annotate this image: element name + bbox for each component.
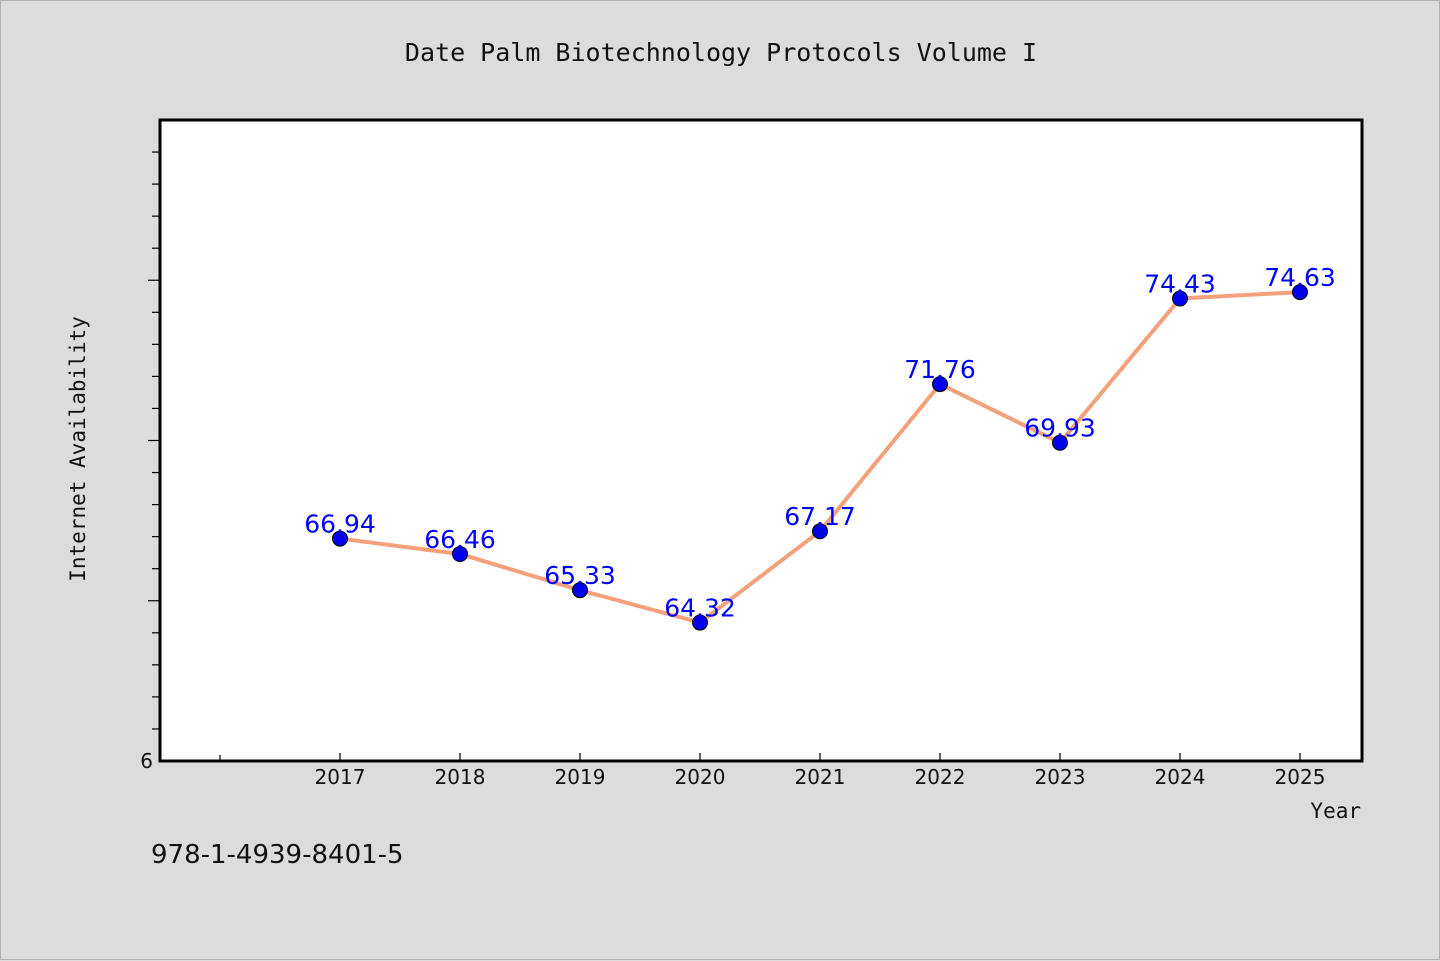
x-tick-label: 2017	[315, 765, 366, 789]
x-axis-ticks: 2017 2018 2019 2020 2021 2022 2023 2024 2025	[219, 753, 1326, 789]
x-tick-label: 2019	[555, 765, 606, 789]
chart-title: Date Palm Biotechnology Protocols Volume…	[405, 38, 1037, 67]
data-label: 66.46	[424, 525, 496, 554]
x-tick-label: 2021	[795, 765, 846, 789]
series-layer: 66.94 66.46 65.33 64.32 67.17 71.76 69.93 74.43…	[304, 263, 1336, 631]
data-label: 74.63	[1264, 263, 1336, 292]
data-point	[1292, 284, 1308, 301]
data-point	[1052, 434, 1068, 451]
x-tick-label: 2025	[1275, 765, 1326, 789]
data-point	[452, 545, 468, 562]
data-label: 67.17	[784, 502, 856, 531]
data-point	[932, 376, 948, 393]
plot-area	[158, 118, 1364, 763]
x-tick-label: 2022	[915, 765, 966, 789]
data-point	[332, 530, 348, 547]
x-tick-label: 2020	[675, 765, 726, 789]
y-axis-ticks: 6	[140, 151, 160, 773]
x-tick-label: 2018	[435, 765, 486, 789]
x-tick-label: 2024	[1155, 765, 1206, 789]
data-label: 65.33	[544, 561, 616, 590]
data-label: 74.43	[1144, 270, 1216, 299]
y-tick-label: 6	[140, 749, 153, 773]
data-point	[692, 614, 708, 631]
data-point	[812, 523, 828, 540]
data-label: 64.32	[664, 594, 736, 623]
data-label: 66.94	[304, 510, 376, 539]
x-axis-label: Year	[1310, 799, 1361, 823]
isbn-text: 978-1-4939-8401-5	[151, 840, 404, 870]
y-axis-label: Internet Availability	[66, 316, 90, 582]
x-tick-label: 2023	[1035, 765, 1086, 789]
data-label: 71.76	[904, 355, 976, 384]
data-label: 69.93	[1024, 414, 1096, 443]
data-point	[572, 582, 588, 599]
data-point	[1172, 290, 1188, 307]
